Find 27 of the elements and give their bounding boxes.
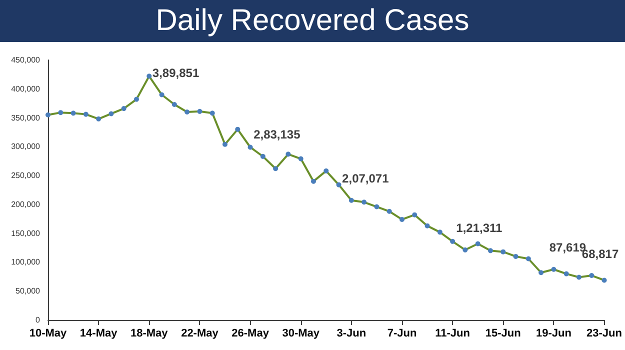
annotation: 2,83,135 (254, 127, 301, 142)
x-tick-label: 23-Jun (586, 328, 622, 340)
x-tick-label: 26-May (232, 328, 270, 340)
y-tick-label: 250,000 (11, 171, 41, 180)
y-tick-label: 0 (36, 316, 41, 324)
y-tick-label: 50,000 (16, 286, 41, 296)
annotation: 2,07,071 (342, 171, 390, 186)
x-tick-label: 19-Jun (536, 328, 572, 340)
x-tick-label: 30-May (282, 328, 320, 340)
x-tick-label: 14-May (80, 328, 118, 340)
chart-title: Daily Recovered Cases (0, 0, 625, 42)
x-tick-label: 7-Jun (387, 328, 417, 340)
x-tick-label: 3-Jun (336, 328, 366, 340)
y-tick-label: 100,000 (11, 258, 41, 267)
x-tick-label: 18-May (130, 328, 169, 340)
annotation: 3,89,851 (152, 66, 200, 80)
x-tick-label: 15-Jun (485, 328, 522, 340)
annotation: 1,21,311 (456, 220, 503, 235)
y-tick-label: 300,000 (11, 142, 41, 152)
y-tick-label: 150,000 (11, 228, 41, 238)
x-tick-label: 10-May (29, 328, 68, 340)
y-tick-label: 400,000 (11, 84, 41, 94)
x-tick-label: 22-May (181, 328, 220, 340)
y-tick-label: 200,000 (11, 200, 41, 209)
x-tick-label: 11-Jun (435, 328, 470, 340)
y-tick-label: 450,000 (11, 56, 41, 64)
y-tick-label: 350,000 (11, 113, 41, 122)
